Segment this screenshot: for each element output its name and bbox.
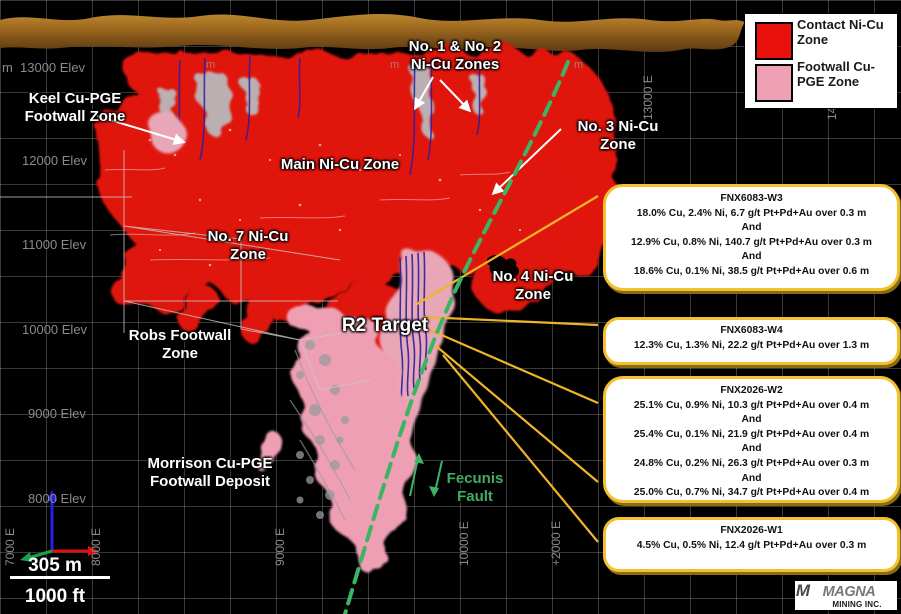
svg-text:m: m [574, 59, 583, 71]
svg-text:MINING INC.: MINING INC. [832, 600, 881, 609]
svg-text:MAGNA: MAGNA [823, 584, 876, 600]
svg-text:m: m [206, 59, 215, 71]
svg-text:M: M [796, 581, 811, 600]
svg-text:m: m [390, 59, 399, 71]
